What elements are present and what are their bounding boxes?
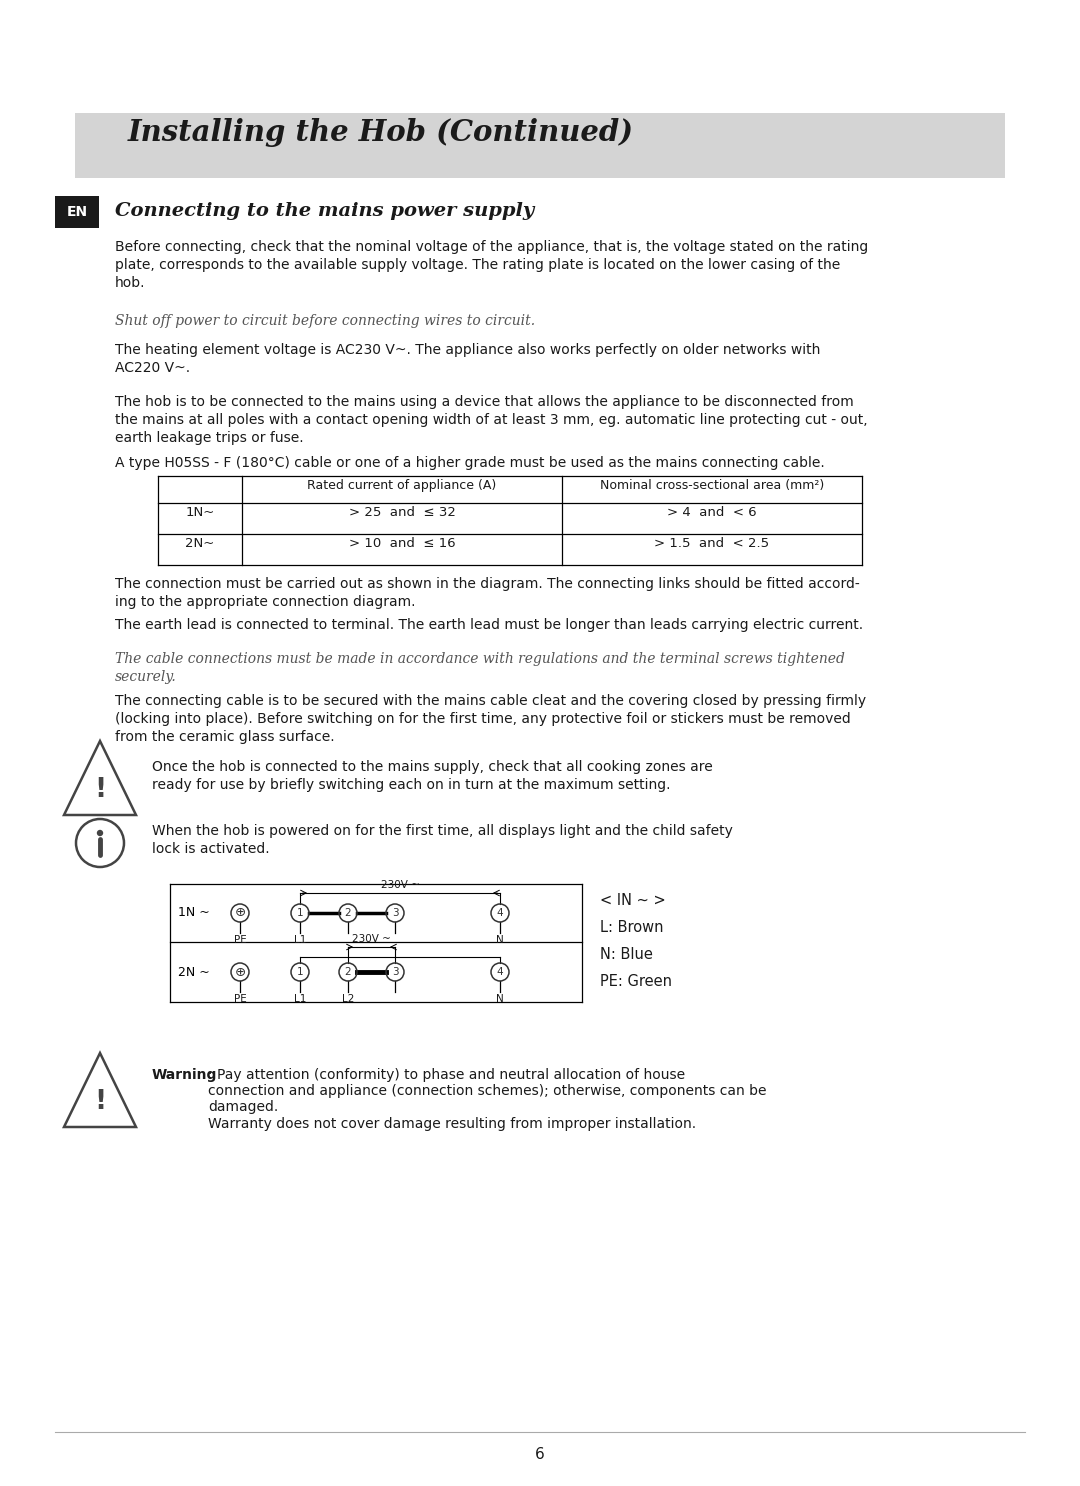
- Text: Installing the Hob (Continued): Installing the Hob (Continued): [129, 117, 634, 147]
- Text: : Pay attention (conformity) to phase and neutral allocation of house
connection: : Pay attention (conformity) to phase an…: [208, 1068, 767, 1131]
- Text: N: N: [496, 935, 504, 945]
- Text: ⊕: ⊕: [234, 966, 245, 978]
- Text: L2: L2: [341, 994, 354, 1005]
- Text: < IN ~ >
L: Brown
N: Blue
PE: Green: < IN ~ > L: Brown N: Blue PE: Green: [600, 893, 672, 990]
- Text: > 4  and  < 6: > 4 and < 6: [667, 507, 757, 519]
- Text: The heating element voltage is AC230 V~. The appliance also works perfectly on o: The heating element voltage is AC230 V~.…: [114, 343, 821, 374]
- Circle shape: [97, 829, 104, 837]
- Text: > 25  and  ≤ 32: > 25 and ≤ 32: [349, 507, 456, 519]
- Text: Connecting to the mains power supply: Connecting to the mains power supply: [114, 202, 535, 220]
- Text: 6: 6: [535, 1447, 545, 1462]
- Text: 1: 1: [297, 908, 303, 918]
- Text: PE: PE: [233, 935, 246, 945]
- Text: 230V ~: 230V ~: [352, 935, 391, 944]
- Text: 3: 3: [392, 967, 399, 976]
- Text: 2: 2: [345, 908, 351, 918]
- Text: N: N: [496, 994, 504, 1005]
- Text: The hob is to be connected to the mains using a device that allows the appliance: The hob is to be connected to the mains …: [114, 395, 867, 444]
- Text: When the hob is powered on for the first time, all displays light and the child : When the hob is powered on for the first…: [152, 825, 733, 856]
- Text: 2: 2: [345, 967, 351, 976]
- Text: 230V ~: 230V ~: [380, 880, 419, 890]
- Text: The earth lead is connected to terminal. The earth lead must be longer than lead: The earth lead is connected to terminal.…: [114, 618, 863, 632]
- Text: The connecting cable is to be secured with the mains cable cleat and the coverin: The connecting cable is to be secured wi…: [114, 694, 866, 743]
- Text: The connection must be carried out as shown in the diagram. The connecting links: The connection must be carried out as sh…: [114, 577, 860, 609]
- Text: > 1.5  and  < 2.5: > 1.5 and < 2.5: [654, 536, 770, 550]
- Text: 1N ~: 1N ~: [178, 906, 210, 920]
- Text: !: !: [94, 1089, 106, 1114]
- Text: > 10  and  ≤ 16: > 10 and ≤ 16: [349, 536, 456, 550]
- Text: Warning: Warning: [152, 1068, 217, 1082]
- Text: 3: 3: [392, 908, 399, 918]
- Text: Once the hob is connected to the mains supply, check that all cooking zones are
: Once the hob is connected to the mains s…: [152, 759, 713, 792]
- Text: A type H05SS - F (180°C) cable or one of a higher grade must be used as the main: A type H05SS - F (180°C) cable or one of…: [114, 456, 825, 470]
- Text: The cable connections must be made in accordance with regulations and the termin: The cable connections must be made in ac…: [114, 652, 845, 684]
- Text: Before connecting, check that the nominal voltage of the appliance, that is, the: Before connecting, check that the nomina…: [114, 241, 868, 290]
- Text: 4: 4: [497, 908, 503, 918]
- Text: 1: 1: [297, 967, 303, 976]
- Text: 4: 4: [497, 967, 503, 976]
- Text: 1N~: 1N~: [186, 507, 215, 519]
- Bar: [55, 196, 99, 227]
- Text: Shut off power to circuit before connecting wires to circuit.: Shut off power to circuit before connect…: [114, 314, 535, 328]
- Text: ⊕: ⊕: [234, 906, 245, 920]
- Text: Rated current of appliance (A): Rated current of appliance (A): [308, 478, 497, 492]
- Text: Nominal cross-sectional area (mm²): Nominal cross-sectional area (mm²): [599, 478, 824, 492]
- Text: 2N ~: 2N ~: [178, 966, 210, 978]
- Text: PE: PE: [233, 994, 246, 1005]
- Text: !: !: [94, 777, 106, 802]
- Text: L1: L1: [294, 935, 307, 945]
- Text: 2N~: 2N~: [186, 536, 215, 550]
- Text: L1: L1: [294, 994, 307, 1005]
- Text: EN: EN: [67, 205, 87, 218]
- Bar: [75, 113, 1005, 178]
